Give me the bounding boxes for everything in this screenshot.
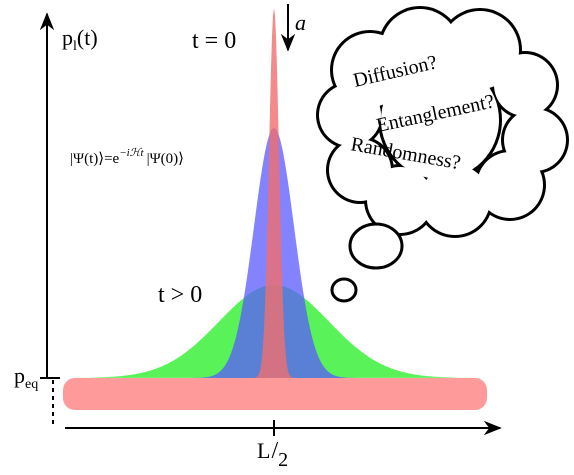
thought-cloud [316,6,569,238]
cloud-fill [494,54,556,116]
y-axis-label: pl(t) [62,25,98,54]
peq-label: peq [14,363,38,392]
peq-sub: eq [25,377,38,392]
x-num: L [257,438,270,463]
cloud-fill [381,61,499,179]
x-tick-label: L/2 [257,438,288,471]
eq-right: |Ψ(0)⟩ [147,151,184,167]
y-label-rest: (t) [77,25,98,50]
cloud-fill [420,165,490,235]
cloud-fill [329,139,391,201]
eq-left: |Ψ(t)⟩=e [70,151,120,167]
bell-curve [214,8,334,378]
peq-base: p [14,363,25,388]
bubble-small [330,277,358,303]
equation: |Ψ(t)⟩=e−iℋt |Ψ(0)⟩ [70,147,184,167]
cloud-fill [477,152,543,218]
eq-exp: −iℋt [119,147,144,159]
y-label-base: p [62,25,73,50]
y-label-sub: l [73,39,77,54]
t0-label: t = 0 [192,28,236,54]
equilibrium-bar [63,378,487,410]
cloud-fill [319,84,381,146]
bubble-medium [348,222,404,270]
t-pos-label: t > 0 [158,282,202,308]
x-den: 2 [278,449,288,471]
x-slash: / [271,438,278,464]
distributions [64,8,484,378]
arrow-label: a [295,10,306,35]
